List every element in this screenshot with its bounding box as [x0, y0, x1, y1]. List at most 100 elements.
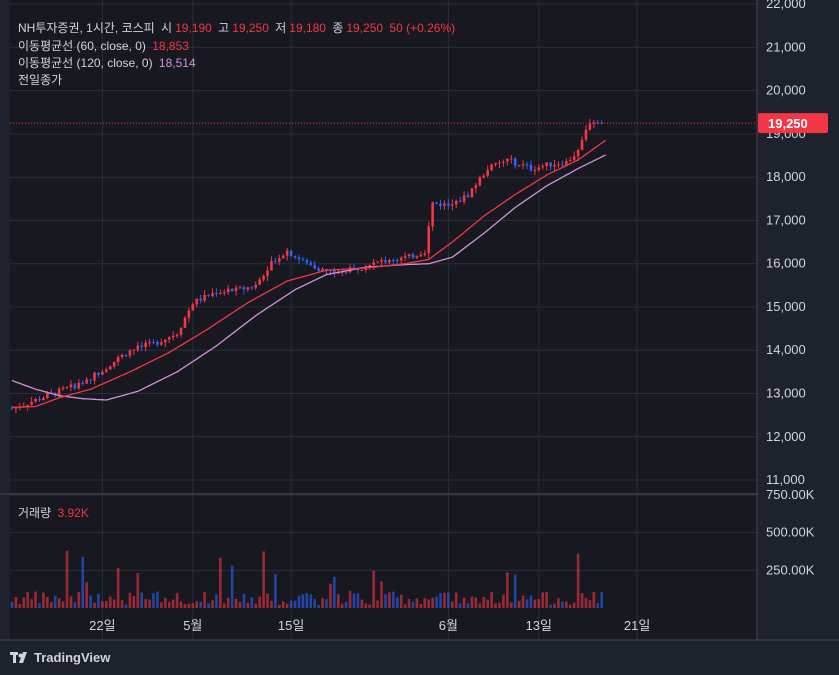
candle-body — [466, 195, 470, 197]
candle-body — [132, 349, 136, 351]
volume-bar — [470, 596, 474, 608]
candle-body — [431, 202, 434, 227]
volume-bar — [30, 599, 33, 608]
volume-bar — [293, 600, 297, 608]
price-pane — [10, 0, 757, 493]
volume-bar — [356, 593, 360, 608]
candle-body — [30, 401, 33, 405]
volume-bar — [580, 593, 584, 608]
price-axis — [757, 0, 839, 640]
volume-bar — [336, 594, 340, 608]
ma120-line — [11, 154, 606, 401]
price-axis-tick: 13,000 — [766, 386, 806, 401]
candle-body — [97, 372, 100, 375]
volume-bar — [340, 603, 344, 608]
candle-body — [207, 294, 210, 296]
volume-bar — [348, 590, 352, 608]
candle-body — [588, 123, 592, 130]
volume-bar — [451, 601, 454, 608]
volume-bar — [266, 593, 269, 608]
brand-name: TradingView — [34, 650, 111, 665]
volume-bar — [325, 599, 328, 608]
volume-bar — [549, 604, 552, 608]
volume-bar — [65, 550, 69, 608]
ma120-legend[interactable]: 이동평균선 (120, close, 0) 18,514 — [18, 54, 199, 71]
volume-bar — [392, 591, 395, 608]
candle-body — [486, 170, 489, 176]
time-axis-tick: 22일 — [89, 618, 115, 633]
volume-bar — [222, 603, 226, 608]
volume-bar — [152, 593, 155, 608]
candle-body — [222, 292, 226, 294]
volume-bar — [38, 602, 41, 608]
price-axis-tick: 14,000 — [766, 342, 806, 357]
price-axis-tick: 15,000 — [766, 299, 806, 314]
volume-bar — [26, 591, 29, 608]
high-value: 19,250 — [232, 21, 269, 35]
candle-body — [246, 287, 250, 290]
volume-bar — [156, 591, 159, 608]
candle-body — [160, 342, 163, 345]
volume-legend[interactable]: 거래량 3.92K — [18, 504, 92, 521]
volume-bar — [380, 581, 383, 608]
volume-bar — [557, 598, 560, 608]
volume-bar — [309, 594, 313, 608]
volume-bar — [588, 600, 592, 608]
candle-body — [470, 188, 474, 197]
last-price-badge-text: 19,250 — [768, 116, 808, 131]
price-axis-tick: 16,000 — [766, 256, 806, 271]
time-axis-tick: 5월 — [183, 618, 202, 633]
volume-bar — [399, 594, 403, 608]
volume-bar — [69, 596, 73, 608]
volume-bar — [89, 595, 92, 608]
candle-body — [553, 164, 556, 167]
candle-body — [81, 383, 85, 385]
candle-body — [258, 279, 261, 285]
candle-body — [482, 175, 486, 178]
volume-pane — [10, 495, 757, 640]
volume-bar — [179, 601, 183, 608]
price-axis-tick: 11,000 — [766, 472, 805, 487]
candle-body — [509, 158, 513, 160]
volume-bar — [242, 593, 246, 608]
high-label: 고 — [218, 21, 230, 35]
candle-body — [576, 149, 580, 157]
price-axis-tick: 21,000 — [766, 39, 806, 54]
candle-body — [187, 310, 191, 318]
volume-bar — [128, 592, 132, 608]
candle-body — [506, 158, 509, 162]
volume-bar — [474, 597, 478, 608]
volume-bar — [352, 593, 356, 608]
candle-body — [195, 298, 199, 305]
volume-bar — [431, 597, 434, 608]
candle-body — [517, 165, 521, 167]
volume-bar — [101, 601, 104, 608]
candle-body — [309, 262, 313, 266]
symbol-label: NH투자증권, 1시간, 코스피 — [18, 21, 155, 35]
candle-body — [447, 203, 450, 206]
candle-body — [73, 384, 77, 389]
candle-body — [289, 250, 293, 256]
volume-bar — [274, 574, 277, 608]
ma60-legend[interactable]: 이동평균선 (60, close, 0) 18,853 — [18, 37, 192, 54]
candle-body — [301, 259, 305, 261]
candle-body — [384, 259, 387, 263]
candle-body — [513, 158, 517, 166]
candle-body — [388, 260, 391, 263]
close-value: 19,250 — [346, 21, 384, 35]
volume-bar — [211, 600, 214, 608]
candle-body — [226, 288, 230, 293]
candle-body — [407, 254, 411, 257]
low-value: 19,180 — [289, 21, 326, 35]
volume-bar — [533, 599, 537, 608]
prev-close-legend[interactable]: 전일종가 — [18, 71, 65, 88]
volume-bar — [443, 592, 446, 608]
candle-body — [537, 167, 541, 171]
price-axis-tick: 22,000 — [766, 0, 806, 11]
price-axis-tick: 17,000 — [766, 212, 806, 227]
tradingview-logo[interactable]: TradingView — [10, 650, 110, 665]
time-axis-tick: 13일 — [526, 618, 552, 633]
volume-bar — [46, 596, 49, 608]
volume-bar — [191, 603, 195, 608]
